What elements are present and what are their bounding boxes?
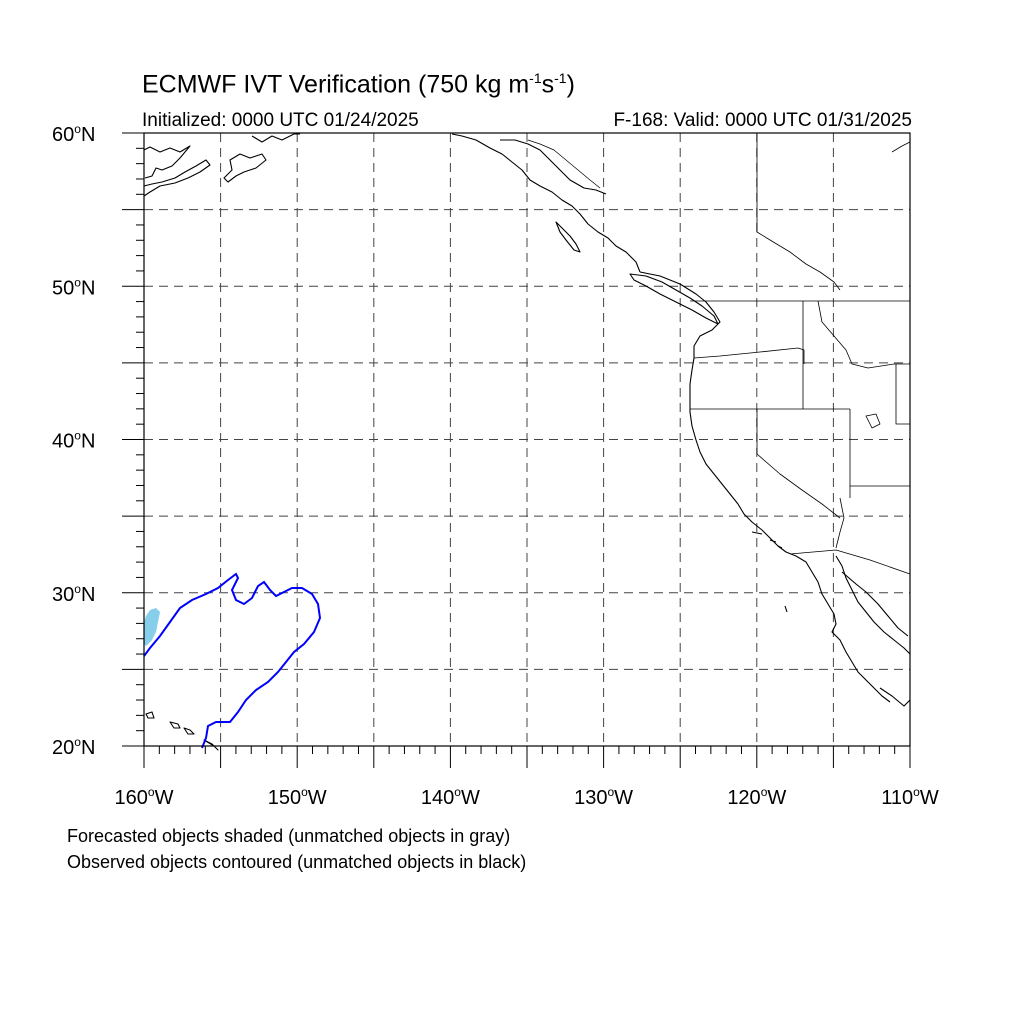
coastline-alaska-peninsula	[143, 145, 191, 179]
caption-observed-note: Observed objects contoured (unmatched ob…	[67, 852, 527, 872]
coastline-alaska-peninsula-south	[143, 159, 211, 197]
longitude-label: 150oW	[268, 785, 327, 809]
coastline-kenai	[251, 133, 300, 143]
longitude-label: 140oW	[421, 785, 480, 809]
coastline-channel-islands	[751, 531, 783, 549]
border-idaho-montana	[817, 300, 895, 369]
coastline-alaska-panhandle	[500, 139, 607, 195]
coastline-guadalupe	[784, 605, 788, 613]
title-text: ECMWF IVT Verification (750 kg m	[142, 70, 530, 99]
graticule	[144, 133, 910, 746]
longitude-label: 130oW	[574, 785, 633, 809]
coastline-west-coast	[639, 271, 891, 703]
coastline-kodiak-island	[223, 153, 267, 183]
coastline-hawaii-oahu	[183, 727, 195, 735]
coastline-hawaii-big-island	[203, 739, 219, 751]
border-alaska-canada	[527, 139, 601, 189]
latitude-label: 40oN	[52, 429, 95, 453]
coastline-haida-gwaii	[555, 221, 581, 253]
lake-great-salt	[865, 413, 881, 429]
latitude-label: 50oN	[52, 275, 95, 299]
coastline-gulf-of-alaska	[451, 133, 641, 273]
map-frame	[122, 132, 911, 768]
title-end: )	[566, 70, 575, 99]
title-unit-s: s	[541, 70, 555, 99]
initialized-label: Initialized: 0000 UTC 01/24/2025	[142, 110, 419, 131]
title-exponent-2: -1	[554, 70, 567, 86]
border-california-nevada	[756, 409, 841, 519]
coastline-mexico-mainland	[841, 571, 909, 637]
coastlines-and-borders	[143, 133, 911, 751]
border-arizona-california	[835, 497, 845, 549]
border-nw-canada	[891, 141, 911, 153]
border-us-mexico	[789, 549, 911, 575]
coastline-gulf-of-california	[835, 555, 911, 655]
observed-object-contour	[143, 572, 322, 749]
valid-time-label: F-168: Valid: 0000 UTC 01/31/2025	[613, 110, 912, 131]
longitude-label: 110oW	[881, 785, 939, 809]
border-canada-interior	[756, 134, 841, 291]
title-exponent-1: -1	[529, 70, 542, 86]
coastline-hawaii-kauai	[145, 711, 155, 719]
longitude-label: 120oW	[727, 785, 786, 809]
latitude-label: 20oN	[52, 735, 95, 759]
longitude-label: 160oW	[115, 785, 174, 809]
map-title: ECMWF IVT Verification (750 kg m-1s-1)	[142, 70, 575, 99]
forecast-object-shaded	[144, 608, 160, 646]
caption-forecast-note: Forecasted objects shaded (unmatched obj…	[67, 826, 511, 846]
latitude-label: 30oN	[52, 582, 95, 606]
axis-labels: 60oN 50oN 40oN 30oN 20oN 160oW 150oW 140oW 130oW…	[52, 122, 939, 809]
coastline-hawaii-maui	[169, 721, 181, 729]
border-washington-oregon	[693, 347, 805, 364]
border-wyoming	[894, 363, 911, 425]
latitude-label: 60oN	[52, 122, 95, 146]
coastline-mexico-pacific	[879, 687, 911, 707]
